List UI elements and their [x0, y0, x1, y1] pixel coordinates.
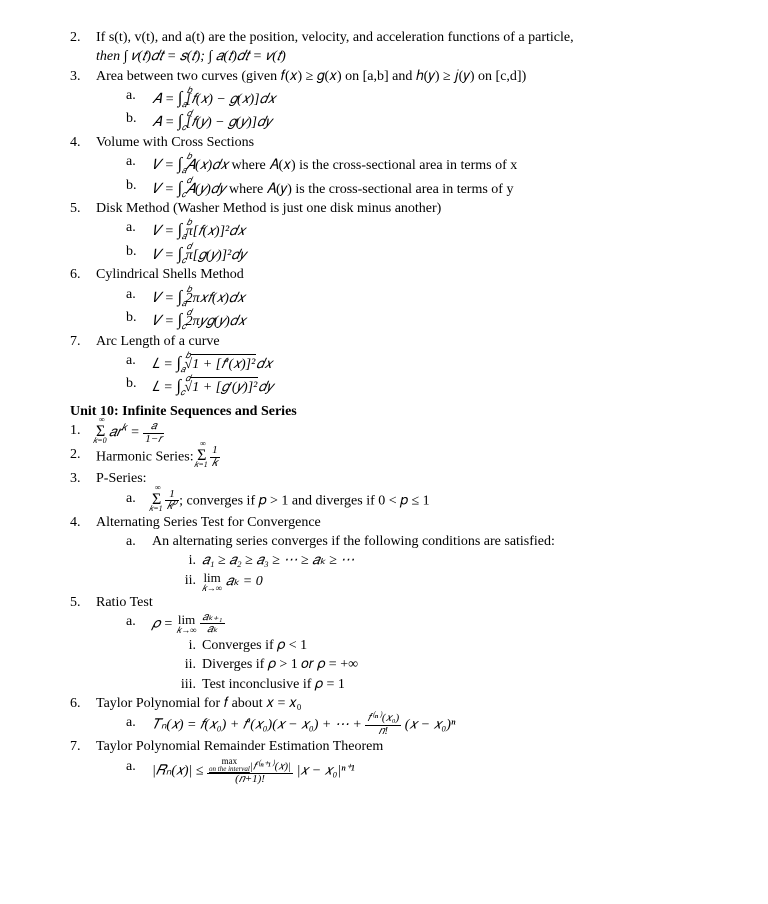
item-number: 6. [70, 265, 96, 331]
unit-item-1: 1. Σ𝑘=0∞ 𝑎𝑟𝑘 = 𝑎1−𝑟 [70, 421, 698, 445]
unit-item-2: 2. Harmonic Series: Σ𝑘=1∞ 1𝑘 [70, 445, 698, 469]
text: An alternating series converges if the f… [152, 532, 555, 551]
text: Test inconclusive if 𝜌 = 1 [202, 675, 345, 694]
sub-label: a. [126, 532, 152, 551]
item-number: 6. [70, 694, 96, 737]
formula: 𝑉 = ∫𝑎𝑏 2π𝑥𝑓(𝑥)𝑑𝑥 [152, 285, 245, 308]
item-number: 5. [70, 593, 96, 694]
formula: 𝑇ₙ(𝑥) = 𝑓(𝑥₀) + 𝑓′(𝑥₀)(𝑥 − 𝑥₀) + ⋯ + 𝑓⁽ⁿ… [152, 713, 455, 737]
formula: 𝐿 = ∫𝑐𝑑 √1 + [𝑔′(𝑦)]²𝑑𝑦 [152, 374, 273, 397]
text: Taylor Polynomial Remainder Estimation T… [96, 739, 383, 754]
item-6: 6. Cylindrical Shells Method a. 𝑉 = ∫𝑎𝑏 … [70, 265, 698, 331]
formula: 𝑉 = ∫𝑐𝑑 π[𝑔(𝑦)]²𝑑𝑦 [152, 242, 246, 265]
item-number: 4. [70, 513, 96, 593]
formula: 𝑉 = ∫𝑎𝑏 π[𝑓(𝑥)]²𝑑𝑥 [152, 218, 245, 241]
formula: 𝑎₁ ≥ 𝑎₂ ≥ 𝑎₃ ≥ ⋯ ≥ 𝑎ₖ ≥ ⋯ [202, 551, 354, 570]
roman-label: ii. [166, 655, 202, 674]
unit-item-3: 3. P-Series: a. Σ𝑘=1∞ 1𝑘𝑝; converges if … [70, 469, 698, 512]
roman-label: i. [166, 551, 202, 570]
item-number: 3. [70, 469, 96, 512]
sub-label: a. [126, 351, 152, 374]
item-4: 4. Volume with Cross Sections a. 𝑉 = ∫𝑎𝑏… [70, 133, 698, 199]
item-3: 3. Area between two curves (given 𝑓(𝑥) ≥… [70, 67, 698, 133]
formula: 𝐴 = ∫𝑐𝑑 [𝑓(𝑦) − 𝑔(𝑦)]𝑑𝑦 [152, 109, 272, 132]
text: Alternating Series Test for Convergence [96, 515, 321, 530]
formula: Σ𝑘=1∞ 1𝑘𝑝; converges if 𝑝 > 1 and diverg… [152, 489, 430, 513]
formula: 𝑉 = ∫𝑎𝑏 𝐴(𝑥)𝑑𝑥 where 𝐴(𝑥) is the cross-s… [152, 152, 517, 175]
unit-item-7: 7. Taylor Polynomial Remainder Estimatio… [70, 737, 698, 785]
formula: 𝐿 = ∫𝑎𝑏 √1 + [𝑓′(𝑥)]²𝑑𝑥 [152, 351, 272, 374]
formula: lim𝑘→∞ 𝑎ₖ = 0 [202, 571, 263, 593]
sub-label: a. [126, 757, 152, 786]
roman-label: i. [166, 636, 202, 655]
unit-item-5: 5. Ratio Test a. 𝜌 = lim𝑘→∞ 𝑎ₖ₊₁𝑎ₖ i.Con… [70, 593, 698, 694]
sub-label: a. [126, 612, 152, 636]
unit-item-4: 4. Alternating Series Test for Convergen… [70, 513, 698, 593]
sub-label: a. [126, 218, 152, 241]
text: Harmonic Series: Σ𝑘=1∞ 1𝑘 [96, 449, 220, 464]
unit-heading: Unit 10: Infinite Sequences and Series [70, 402, 698, 421]
item-number: 3. [70, 67, 96, 133]
text: then ∫ 𝑣(𝑡)𝑑𝑡 = 𝑠(𝑡); ∫ 𝑎(𝑡)𝑑𝑡 = 𝑣(𝑡) [96, 49, 286, 64]
sub-label: b. [126, 242, 152, 265]
item-7: 7. Arc Length of a curve a. 𝐿 = ∫𝑎𝑏 √1 +… [70, 332, 698, 398]
sub-label: a. [126, 86, 152, 109]
text: Area between two curves (given 𝑓(𝑥) ≥ 𝑔(… [96, 69, 526, 84]
text: Taylor Polynomial for 𝑓 about 𝑥 = 𝑥₀ [96, 696, 302, 711]
item-number: 7. [70, 332, 96, 398]
unit-list: 1. Σ𝑘=0∞ 𝑎𝑟𝑘 = 𝑎1−𝑟 2. Harmonic Series: … [70, 421, 698, 785]
formula: |𝑅ₙ(𝑥)| ≤ maxon the interval|𝑓⁽ⁿ⁺¹⁾(𝑥)|(… [152, 757, 355, 786]
document-page: 2. If s(t), v(t), and a(t) are the posit… [0, 0, 768, 904]
text: If s(t), v(t), and a(t) are the position… [96, 30, 574, 45]
text: Arc Length of a curve [96, 334, 220, 349]
item-number: 7. [70, 737, 96, 785]
formula: 𝐴 = ∫𝑎𝑏 [𝑓(𝑥) − 𝑔(𝑥)]𝑑𝑥 [152, 86, 276, 109]
formula: 𝑉 = ∫𝑐𝑑 2π𝑦𝑔(𝑦)𝑑𝑥 [152, 308, 246, 331]
main-list: 2. If s(t), v(t), and a(t) are the posit… [70, 28, 698, 398]
item-number: 2. [70, 445, 96, 469]
sub-label: b. [126, 374, 152, 397]
formula: 𝜌 = lim𝑘→∞ 𝑎ₖ₊₁𝑎ₖ [152, 612, 225, 636]
item-number: 4. [70, 133, 96, 199]
item-2: 2. If s(t), v(t), and a(t) are the posit… [70, 28, 698, 67]
roman-label: ii. [166, 571, 202, 593]
text: P-Series: [96, 471, 147, 486]
sub-label: a. [126, 152, 152, 175]
text: Ratio Test [96, 595, 153, 610]
item-number: 5. [70, 199, 96, 265]
text: Converges if 𝜌 < 1 [202, 636, 307, 655]
text: Volume with Cross Sections [96, 135, 254, 150]
sub-label: a. [126, 285, 152, 308]
unit-item-6: 6. Taylor Polynomial for 𝑓 about 𝑥 = 𝑥₀ … [70, 694, 698, 737]
text: Cylindrical Shells Method [96, 267, 244, 282]
formula: Σ𝑘=0∞ 𝑎𝑟𝑘 = 𝑎1−𝑟 [96, 425, 164, 440]
item-5: 5. Disk Method (Washer Method is just on… [70, 199, 698, 265]
formula: 𝑉 = ∫𝑐𝑑 𝐴(𝑦)𝑑𝑦 where 𝐴(𝑦) is the cross-s… [152, 176, 513, 199]
sub-label: b. [126, 176, 152, 199]
roman-label: iii. [166, 675, 202, 694]
sub-label: b. [126, 109, 152, 132]
item-number: 2. [70, 28, 96, 67]
text: Disk Method (Washer Method is just one d… [96, 201, 441, 216]
sub-label: a. [126, 713, 152, 737]
sub-label: b. [126, 308, 152, 331]
text: Diverges if 𝜌 > 1 𝑜𝑟 𝜌 = +∞ [202, 655, 358, 674]
